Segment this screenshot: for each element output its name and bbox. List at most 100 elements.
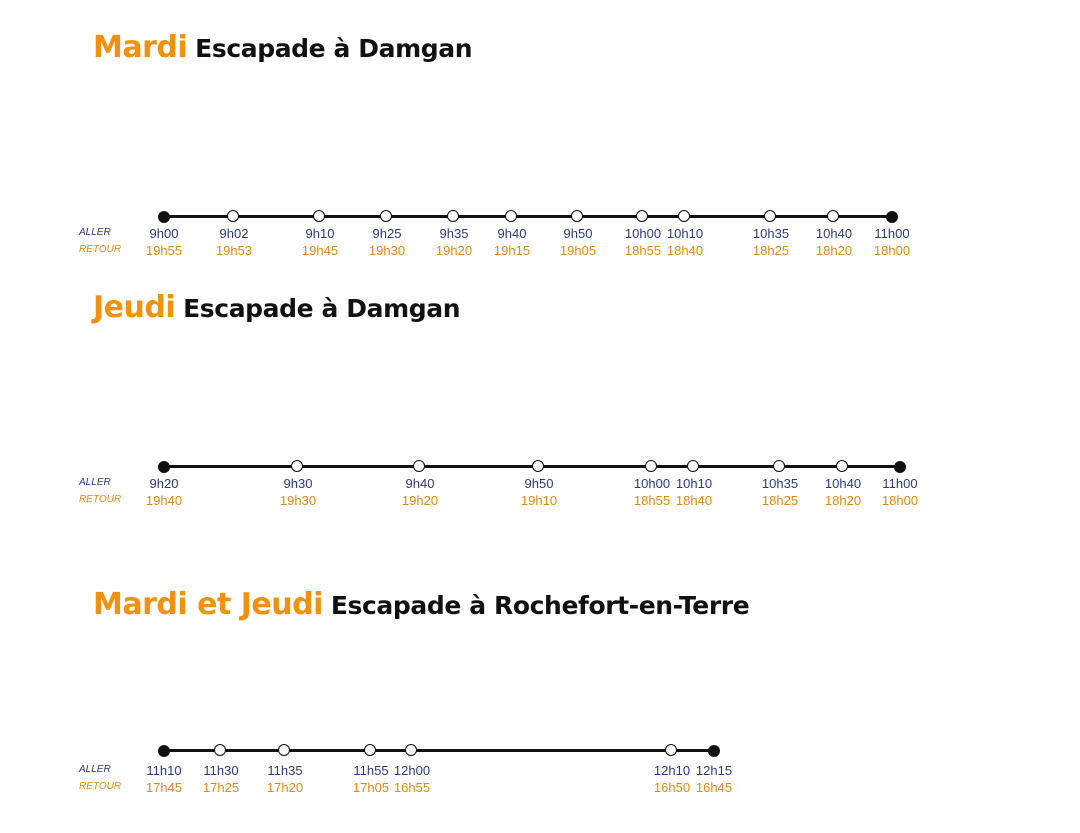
retour-time: 19h40 [145, 493, 183, 508]
retour-time: 16h50 [653, 780, 691, 795]
retour-time: 19h20 [435, 243, 473, 258]
retour-time: 17h05 [352, 780, 390, 795]
stop-marker [405, 743, 418, 756]
aller-time: 11h30 [203, 763, 239, 778]
retour-time: 18h40 [666, 243, 704, 258]
aller-time: 10h10 [675, 476, 713, 491]
stop-marker [413, 459, 426, 472]
stop-marker [678, 209, 691, 222]
retour-time: 19h10 [520, 493, 558, 508]
aller-time: 9h35 [439, 226, 469, 241]
aller-label: ALLER [79, 227, 111, 238]
terminal-stop-marker [158, 210, 170, 223]
retour-time: 19h55 [145, 243, 183, 258]
retour-time: 19h30 [279, 493, 317, 508]
aller-label: ALLER [79, 764, 111, 775]
terminal-stop-marker [158, 744, 170, 757]
aller-time: 11h35 [267, 763, 303, 778]
stop-marker [773, 459, 786, 472]
retour-time: 18h25 [752, 243, 790, 258]
section-day: Jeudi [93, 290, 176, 325]
aller-time: 9h00 [149, 226, 179, 241]
aller-time: 9h02 [219, 226, 249, 241]
retour-time: 18h00 [881, 493, 919, 508]
retour-time: 19h05 [559, 243, 597, 258]
aller-time: 10h10 [666, 226, 704, 241]
stop-marker [836, 459, 849, 472]
retour-time: 17h25 [202, 780, 240, 795]
aller-time: 9h40 [405, 476, 435, 491]
aller-time: 9h50 [563, 226, 593, 241]
retour-label: RETOUR [79, 494, 122, 505]
aller-time: 10h00 [624, 226, 662, 241]
retour-time: 19h53 [215, 243, 253, 258]
aller-time: 9h25 [372, 226, 402, 241]
stop-marker [380, 209, 393, 222]
stop-marker [764, 209, 777, 222]
aller-time: 9h20 [149, 476, 179, 491]
stop-marker [687, 459, 700, 472]
aller-time: 10h40 [815, 226, 853, 241]
retour-time: 18h20 [824, 493, 862, 508]
section-subtitle: Escapade à Damgan [183, 294, 461, 323]
aller-time: 10h00 [633, 476, 671, 491]
retour-time: 18h55 [633, 493, 671, 508]
terminal-stop-marker [886, 210, 898, 223]
stop-marker [645, 459, 658, 472]
aller-time: 11h00 [882, 476, 918, 491]
retour-time: 18h55 [624, 243, 662, 258]
retour-label: RETOUR [79, 781, 122, 792]
aller-time: 11h55 [353, 763, 389, 778]
retour-time: 16h55 [393, 780, 431, 795]
section-day: Mardi et Jeudi [93, 587, 323, 622]
retour-time: 18h40 [675, 493, 713, 508]
stop-marker [665, 743, 678, 756]
section-title: Mardi Escapade à Damgan [93, 30, 473, 65]
aller-time: 11h00 [874, 226, 910, 241]
aller-time: 9h40 [497, 226, 527, 241]
retour-time: 16h45 [695, 780, 733, 795]
aller-time: 11h10 [146, 763, 182, 778]
retour-time: 18h25 [761, 493, 799, 508]
retour-time: 19h20 [401, 493, 439, 508]
retour-time: 19h15 [493, 243, 531, 258]
aller-time: 12h15 [695, 763, 733, 778]
retour-time: 18h20 [815, 243, 853, 258]
aller-time: 10h35 [761, 476, 799, 491]
retour-time: 17h20 [266, 780, 304, 795]
aller-time: 9h50 [524, 476, 554, 491]
stop-marker [636, 209, 649, 222]
section-title: Jeudi Escapade à Damgan [93, 290, 461, 325]
retour-time: 18h00 [873, 243, 911, 258]
stop-marker [532, 459, 545, 472]
route-line [164, 465, 900, 468]
route-line [164, 749, 714, 752]
aller-time: 9h30 [283, 476, 313, 491]
stop-marker [227, 209, 240, 222]
stop-marker [827, 209, 840, 222]
aller-time: 9h10 [305, 226, 335, 241]
route-line [164, 215, 892, 218]
aller-label: ALLER [79, 477, 111, 488]
stop-marker [571, 209, 584, 222]
stop-marker [278, 743, 291, 756]
aller-time: 12h10 [653, 763, 691, 778]
aller-time: 12h00 [393, 763, 431, 778]
retour-time: 19h30 [368, 243, 406, 258]
terminal-stop-marker [894, 460, 906, 473]
aller-time: 10h40 [824, 476, 862, 491]
aller-time: 10h35 [752, 226, 790, 241]
terminal-stop-marker [158, 460, 170, 473]
stop-marker [505, 209, 518, 222]
retour-label: RETOUR [79, 244, 122, 255]
stop-marker [214, 743, 227, 756]
retour-time: 19h45 [301, 243, 339, 258]
stop-marker [291, 459, 304, 472]
stop-marker [313, 209, 326, 222]
section-day: Mardi [93, 30, 188, 65]
retour-time: 17h45 [145, 780, 183, 795]
section-title: Mardi et Jeudi Escapade à Rochefort-en-Te… [93, 587, 750, 622]
terminal-stop-marker [708, 744, 720, 757]
section-subtitle: Escapade à Rochefort-en-Terre [330, 591, 750, 620]
section-subtitle: Escapade à Damgan [195, 34, 473, 63]
